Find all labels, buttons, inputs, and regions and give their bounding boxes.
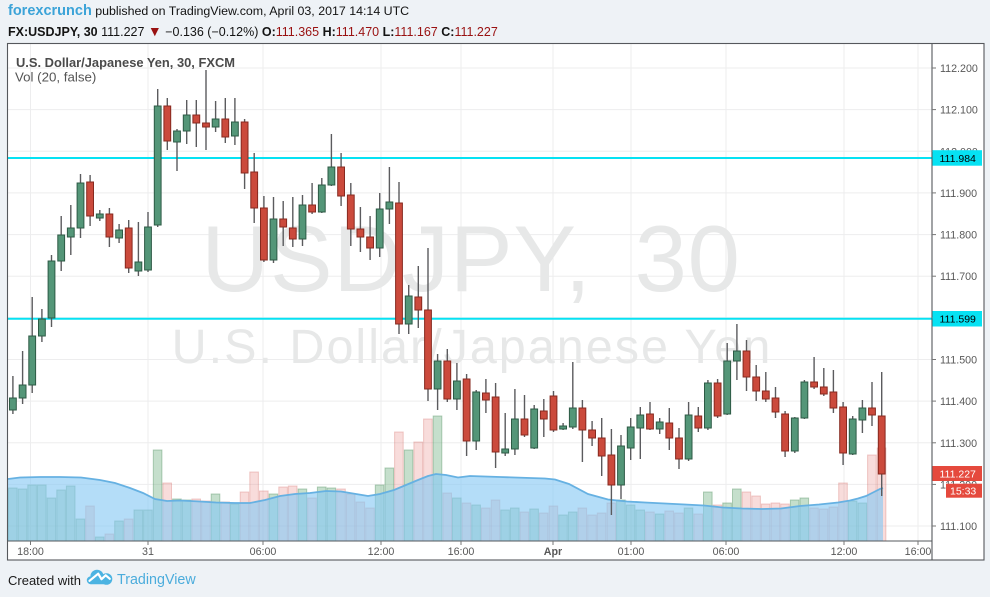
- svg-text:U.S. Dollar/Japanese Yen: U.S. Dollar/Japanese Yen: [172, 320, 773, 374]
- svg-text:112.100: 112.100: [940, 105, 978, 117]
- svg-text:06:00: 06:00: [250, 546, 277, 558]
- svg-text:111.300: 111.300: [940, 438, 977, 450]
- svg-text:15:33: 15:33: [950, 486, 976, 498]
- svg-text:16:00: 16:00: [448, 546, 475, 558]
- svg-text:31: 31: [142, 546, 154, 558]
- svg-text:111.400: 111.400: [940, 396, 977, 408]
- svg-text:18:00: 18:00: [17, 546, 44, 558]
- svg-text:12:00: 12:00: [368, 546, 395, 558]
- svg-text:U.S. Dollar/Japanese Yen, 30,: U.S. Dollar/Japanese Yen, 30, FXCM: [16, 55, 235, 70]
- svg-text:111.599: 111.599: [940, 314, 977, 326]
- svg-text:111.900: 111.900: [940, 188, 977, 200]
- svg-text:111.227: 111.227: [940, 469, 977, 481]
- svg-text:12:00: 12:00: [831, 546, 858, 558]
- svg-text:111.700: 111.700: [940, 271, 977, 283]
- svg-text:111.500: 111.500: [940, 355, 977, 367]
- svg-text:111.800: 111.800: [940, 230, 977, 242]
- svg-text:Vol (20, false): Vol (20, false): [15, 70, 96, 85]
- svg-text:01:00: 01:00: [618, 546, 645, 558]
- svg-text:112.200: 112.200: [940, 63, 978, 75]
- svg-text:111.100: 111.100: [940, 521, 977, 533]
- svg-text:06:00: 06:00: [713, 546, 740, 558]
- svg-text:16:00: 16:00: [905, 546, 932, 558]
- svg-text:Apr: Apr: [544, 546, 562, 558]
- svg-text:USDJPY, 30: USDJPY, 30: [201, 206, 741, 311]
- svg-text:111.984: 111.984: [940, 153, 977, 165]
